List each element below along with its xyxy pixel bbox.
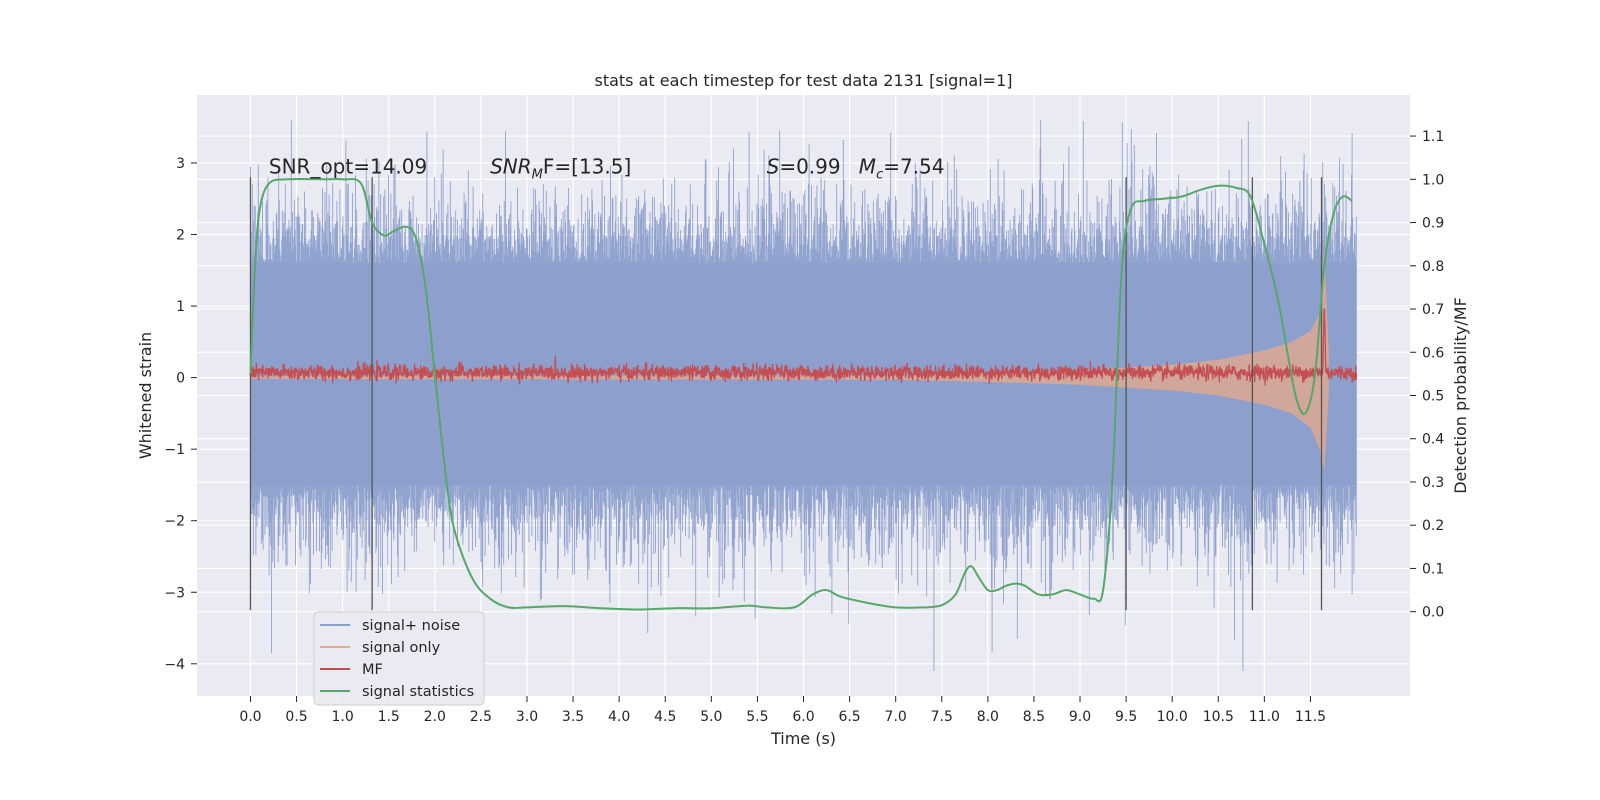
y2-tick-label: 1.1 xyxy=(1422,129,1444,145)
y-tick-label: −2 xyxy=(164,514,185,530)
x-tick-label: 5.0 xyxy=(700,709,722,725)
x-axis-label: Time (s) xyxy=(770,729,836,748)
y2-tick-label: 0.7 xyxy=(1422,302,1444,318)
y-tick-label: 2 xyxy=(176,228,185,244)
legend: signal+ noise signal only MF signal statist… xyxy=(313,611,485,706)
x-tick-label: 3.5 xyxy=(562,709,584,725)
x-tick-label: 4.0 xyxy=(608,709,630,725)
annotation-symbol: M xyxy=(859,155,876,179)
x-axis: 0.0 0.5 1.0 1.5 2.0 2.5 3.0 3.5 4.0 4.5 5.0 5.5 6.0 6… xyxy=(239,696,1326,725)
y-tick-label: −4 xyxy=(164,657,185,673)
annotation: S=0.99 xyxy=(767,155,841,179)
y-tick-label: 3 xyxy=(176,156,185,172)
annotation-symbol: S xyxy=(767,155,780,179)
legend-label: signal only xyxy=(362,640,441,656)
legend-label: signal statistics xyxy=(362,684,474,700)
legend-label: signal+ noise xyxy=(362,618,460,634)
annotation-value: =7.54 xyxy=(883,155,944,179)
x-tick-label: 6.5 xyxy=(838,709,860,725)
y2-tick-label: 1.0 xyxy=(1422,172,1444,188)
y2-tick-label: 0.3 xyxy=(1422,475,1444,491)
signal-statistics-series xyxy=(249,177,1353,611)
annotation-value: F=[13.5] xyxy=(543,155,631,179)
y2-tick-label: 0.6 xyxy=(1422,345,1444,361)
vertical-lines xyxy=(249,177,1323,611)
legend-label: MF xyxy=(362,662,383,678)
x-tick-label: 9.5 xyxy=(1115,709,1137,725)
x-tick-label: 3.0 xyxy=(516,709,538,725)
annotation: Mc=7.54 xyxy=(859,155,945,183)
y2-tick-label: 0.2 xyxy=(1422,518,1444,534)
x-tick-label: 1.5 xyxy=(378,709,400,725)
x-tick-label: 10.5 xyxy=(1203,709,1234,725)
y-tick-label: −1 xyxy=(164,442,185,458)
y-tick-label: −3 xyxy=(164,585,185,601)
x-tick-label: 6.0 xyxy=(792,709,814,725)
y2-tick-label: 0.4 xyxy=(1422,432,1444,448)
annotations: SNR_opt=14.09 SNRMF=[13.5] S=0.99 Mc=7.54 xyxy=(269,155,945,183)
y-axis-left: −4 −3 −2 −1 0 1 2 3 xyxy=(164,156,197,673)
annotation-value: =0.99 xyxy=(779,155,840,179)
annotation-subscript: M xyxy=(532,168,543,183)
x-tick-label: 9.0 xyxy=(1069,709,1091,725)
chart-title: stats at each timestep for test data 213… xyxy=(594,71,1012,90)
plot-content xyxy=(249,120,1358,671)
y-axis-right: 0.0 0.1 0.2 0.3 0.4 0.5 0.6 0.7 0.8 0.9 1.0 1.1 xyxy=(1410,129,1444,621)
x-tick-label: 11.0 xyxy=(1249,709,1280,725)
annotation: SNR_opt=14.09 xyxy=(269,155,427,179)
x-tick-label: 2.5 xyxy=(470,709,492,725)
x-tick-label: 5.5 xyxy=(746,709,768,725)
x-tick-label: 0.5 xyxy=(285,709,307,725)
y2-tick-label: 0.1 xyxy=(1422,561,1444,577)
annotation-symbol: SNR xyxy=(490,155,532,179)
x-tick-label: 10.0 xyxy=(1157,709,1188,725)
x-tick-label: 8.5 xyxy=(1023,709,1045,725)
x-tick-label: 7.0 xyxy=(885,709,907,725)
y2-tick-label: 0.5 xyxy=(1422,389,1444,405)
x-tick-label: 11.5 xyxy=(1295,709,1326,725)
x-tick-label: 1.0 xyxy=(332,709,354,725)
annotation-subscript: c xyxy=(876,168,883,183)
y2-tick-label: 0.0 xyxy=(1422,605,1444,621)
y-tick-label: 0 xyxy=(176,371,185,387)
y2-axis-label: Detection probability/MF xyxy=(1451,297,1470,494)
signal-statistics-line xyxy=(249,177,1353,611)
x-tick-label: 7.5 xyxy=(931,709,953,725)
x-tick-label: 2.0 xyxy=(424,709,446,725)
x-tick-label: 8.0 xyxy=(977,709,999,725)
x-tick-label: 4.5 xyxy=(654,709,676,725)
y2-tick-label: 0.8 xyxy=(1422,259,1444,275)
x-tick-label: 0.0 xyxy=(239,709,261,725)
legend-box xyxy=(313,611,485,706)
y-tick-label: 1 xyxy=(176,299,185,315)
y2-tick-label: 0.9 xyxy=(1422,216,1444,232)
annotation: SNRMF=[13.5] xyxy=(490,155,631,183)
y-axis-label: Whitened strain xyxy=(136,332,155,459)
